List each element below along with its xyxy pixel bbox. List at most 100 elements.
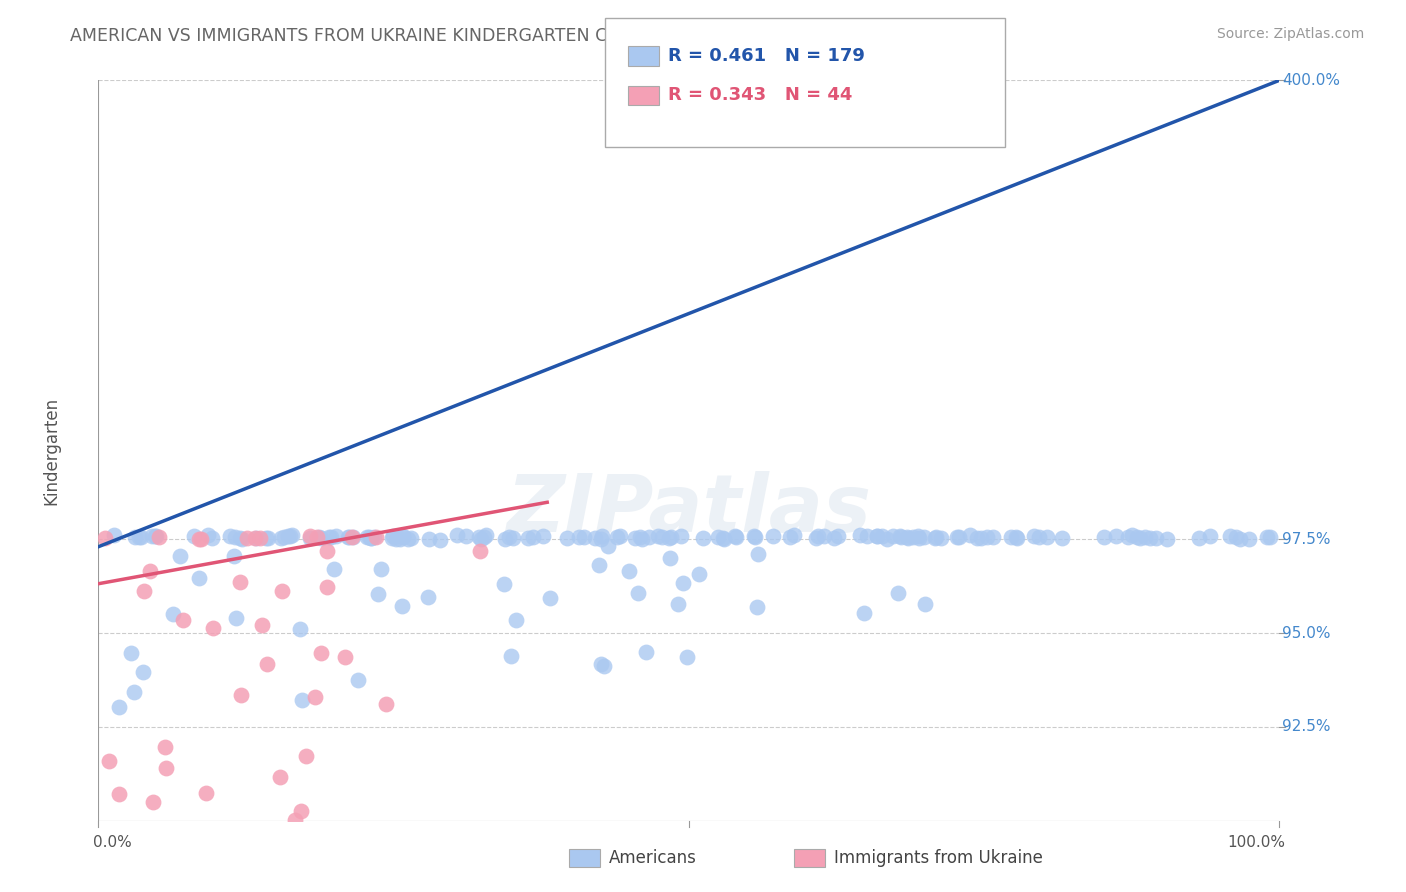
Point <box>197 528 219 542</box>
Text: 100.0%: 100.0% <box>1227 836 1285 850</box>
Point <box>502 531 524 545</box>
Point <box>959 528 981 542</box>
Point <box>742 529 765 543</box>
Text: R = 0.343   N = 44: R = 0.343 N = 44 <box>668 87 852 104</box>
Point <box>132 665 155 679</box>
Point <box>866 529 889 543</box>
Point <box>363 530 385 544</box>
Text: AMERICAN VS IMMIGRANTS FROM UKRAINE KINDERGARTEN CORRELATION CHART: AMERICAN VS IMMIGRANTS FROM UKRAINE KIND… <box>70 27 785 45</box>
Point <box>117 865 139 880</box>
Point <box>277 529 299 543</box>
Point <box>97 754 120 768</box>
Point <box>948 530 970 544</box>
Point <box>492 577 515 591</box>
Point <box>142 795 165 809</box>
Point <box>636 645 658 659</box>
Point <box>218 529 240 543</box>
Point <box>108 788 131 802</box>
Point <box>391 530 413 544</box>
Point <box>470 543 492 558</box>
Point <box>747 548 769 562</box>
Point <box>706 530 728 544</box>
Point <box>236 531 259 545</box>
Point <box>360 531 382 545</box>
Text: Immigrants from Ukraine: Immigrants from Ukraine <box>834 849 1043 867</box>
Point <box>357 531 380 545</box>
Point <box>337 530 360 544</box>
Point <box>747 599 769 614</box>
Point <box>108 699 131 714</box>
Point <box>245 531 267 545</box>
Point <box>128 530 150 544</box>
Point <box>907 529 929 543</box>
Point <box>852 606 875 620</box>
Point <box>391 599 413 613</box>
Point <box>823 532 845 546</box>
Point <box>882 529 904 543</box>
Point <box>291 693 314 707</box>
Point <box>143 529 166 543</box>
Point <box>308 530 330 544</box>
Point <box>250 618 273 632</box>
Point <box>724 529 747 543</box>
Point <box>631 532 654 546</box>
Text: 95.0%: 95.0% <box>1282 625 1330 640</box>
Point <box>456 529 478 543</box>
Point <box>806 529 828 543</box>
Point <box>304 690 326 704</box>
Point <box>319 530 342 544</box>
Point <box>416 590 439 604</box>
Point <box>827 529 849 543</box>
Point <box>93 532 115 546</box>
Point <box>638 530 661 544</box>
Point <box>148 530 170 544</box>
Point <box>120 646 142 660</box>
Point <box>711 531 734 545</box>
Text: Americans: Americans <box>609 849 697 867</box>
Point <box>596 539 619 553</box>
Point <box>806 531 828 545</box>
Point <box>876 532 898 546</box>
Point <box>617 564 640 578</box>
Point <box>1050 531 1073 545</box>
Point <box>1129 531 1152 545</box>
Point <box>849 528 872 542</box>
Point <box>399 531 422 545</box>
Point <box>896 531 918 545</box>
Point <box>1239 532 1261 546</box>
Point <box>245 532 267 546</box>
Point <box>139 564 162 578</box>
Text: Source: ZipAtlas.com: Source: ZipAtlas.com <box>1216 27 1364 41</box>
Point <box>141 529 163 543</box>
Point <box>498 530 520 544</box>
Point <box>672 575 695 590</box>
Point <box>494 532 516 546</box>
Point <box>318 845 340 859</box>
Point <box>522 530 544 544</box>
Point <box>468 530 491 544</box>
Point <box>782 528 804 542</box>
Point <box>669 529 692 543</box>
Point <box>583 531 606 545</box>
Point <box>155 761 177 775</box>
Point <box>169 549 191 563</box>
Point <box>1116 530 1139 544</box>
Point <box>887 585 910 599</box>
Point <box>890 531 912 545</box>
Point <box>692 531 714 545</box>
Point <box>201 531 224 545</box>
Point <box>273 530 295 544</box>
Point <box>374 697 396 711</box>
Point <box>370 562 392 576</box>
Point <box>688 566 710 581</box>
Point <box>342 530 364 544</box>
Point <box>609 529 631 543</box>
Point <box>249 531 271 545</box>
Point <box>290 804 312 818</box>
Point <box>866 529 889 543</box>
Text: 400.0%: 400.0% <box>1282 73 1340 87</box>
Point <box>132 825 155 839</box>
Point <box>188 571 211 585</box>
Text: 92.5%: 92.5% <box>1282 719 1330 734</box>
Text: 0.0%: 0.0% <box>93 836 131 850</box>
